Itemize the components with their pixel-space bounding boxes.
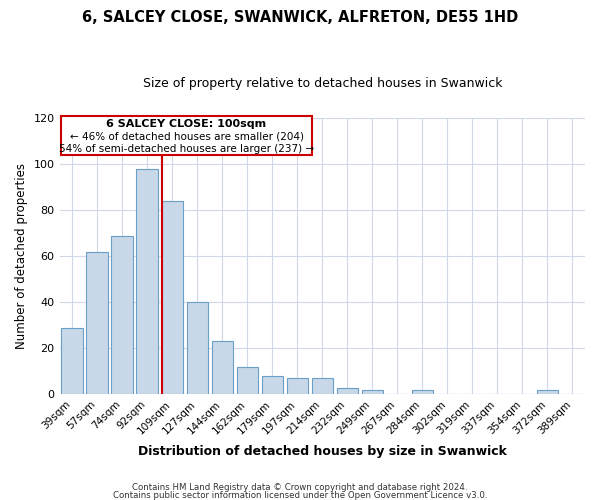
Bar (86, 252, 108, 394)
Text: 6, SALCEY CLOSE, SWANWICK, ALFRETON, DE55 1HD: 6, SALCEY CLOSE, SWANWICK, ALFRETON, DE5… (82, 10, 518, 25)
Text: Contains HM Land Registry data © Crown copyright and database right 2024.: Contains HM Land Registry data © Crown c… (132, 483, 468, 492)
Text: ← 46% of detached houses are smaller (204): ← 46% of detached houses are smaller (20… (70, 132, 304, 142)
Bar (337, 388, 358, 394)
Y-axis label: Number of detached properties: Number of detached properties (15, 164, 28, 350)
Bar (412, 390, 433, 394)
Text: Contains public sector information licensed under the Open Government Licence v3: Contains public sector information licen… (113, 492, 487, 500)
Bar (262, 376, 283, 394)
Text: 54% of semi-detached houses are larger (237) →: 54% of semi-detached houses are larger (… (59, 144, 314, 154)
Bar (362, 390, 383, 394)
Bar (537, 390, 558, 394)
Text: 6 SALCEY CLOSE: 100sqm: 6 SALCEY CLOSE: 100sqm (106, 120, 266, 130)
Bar (212, 342, 233, 394)
FancyBboxPatch shape (61, 116, 312, 155)
Bar (287, 378, 308, 394)
Bar (187, 302, 208, 394)
Bar (136, 168, 158, 394)
X-axis label: Distribution of detached houses by size in Swanwick: Distribution of detached houses by size … (138, 444, 507, 458)
Bar (61, 328, 83, 394)
Title: Size of property relative to detached houses in Swanwick: Size of property relative to detached ho… (143, 78, 502, 90)
Bar (311, 378, 333, 394)
Bar (112, 236, 133, 394)
Bar (236, 367, 258, 394)
Bar (161, 201, 183, 394)
